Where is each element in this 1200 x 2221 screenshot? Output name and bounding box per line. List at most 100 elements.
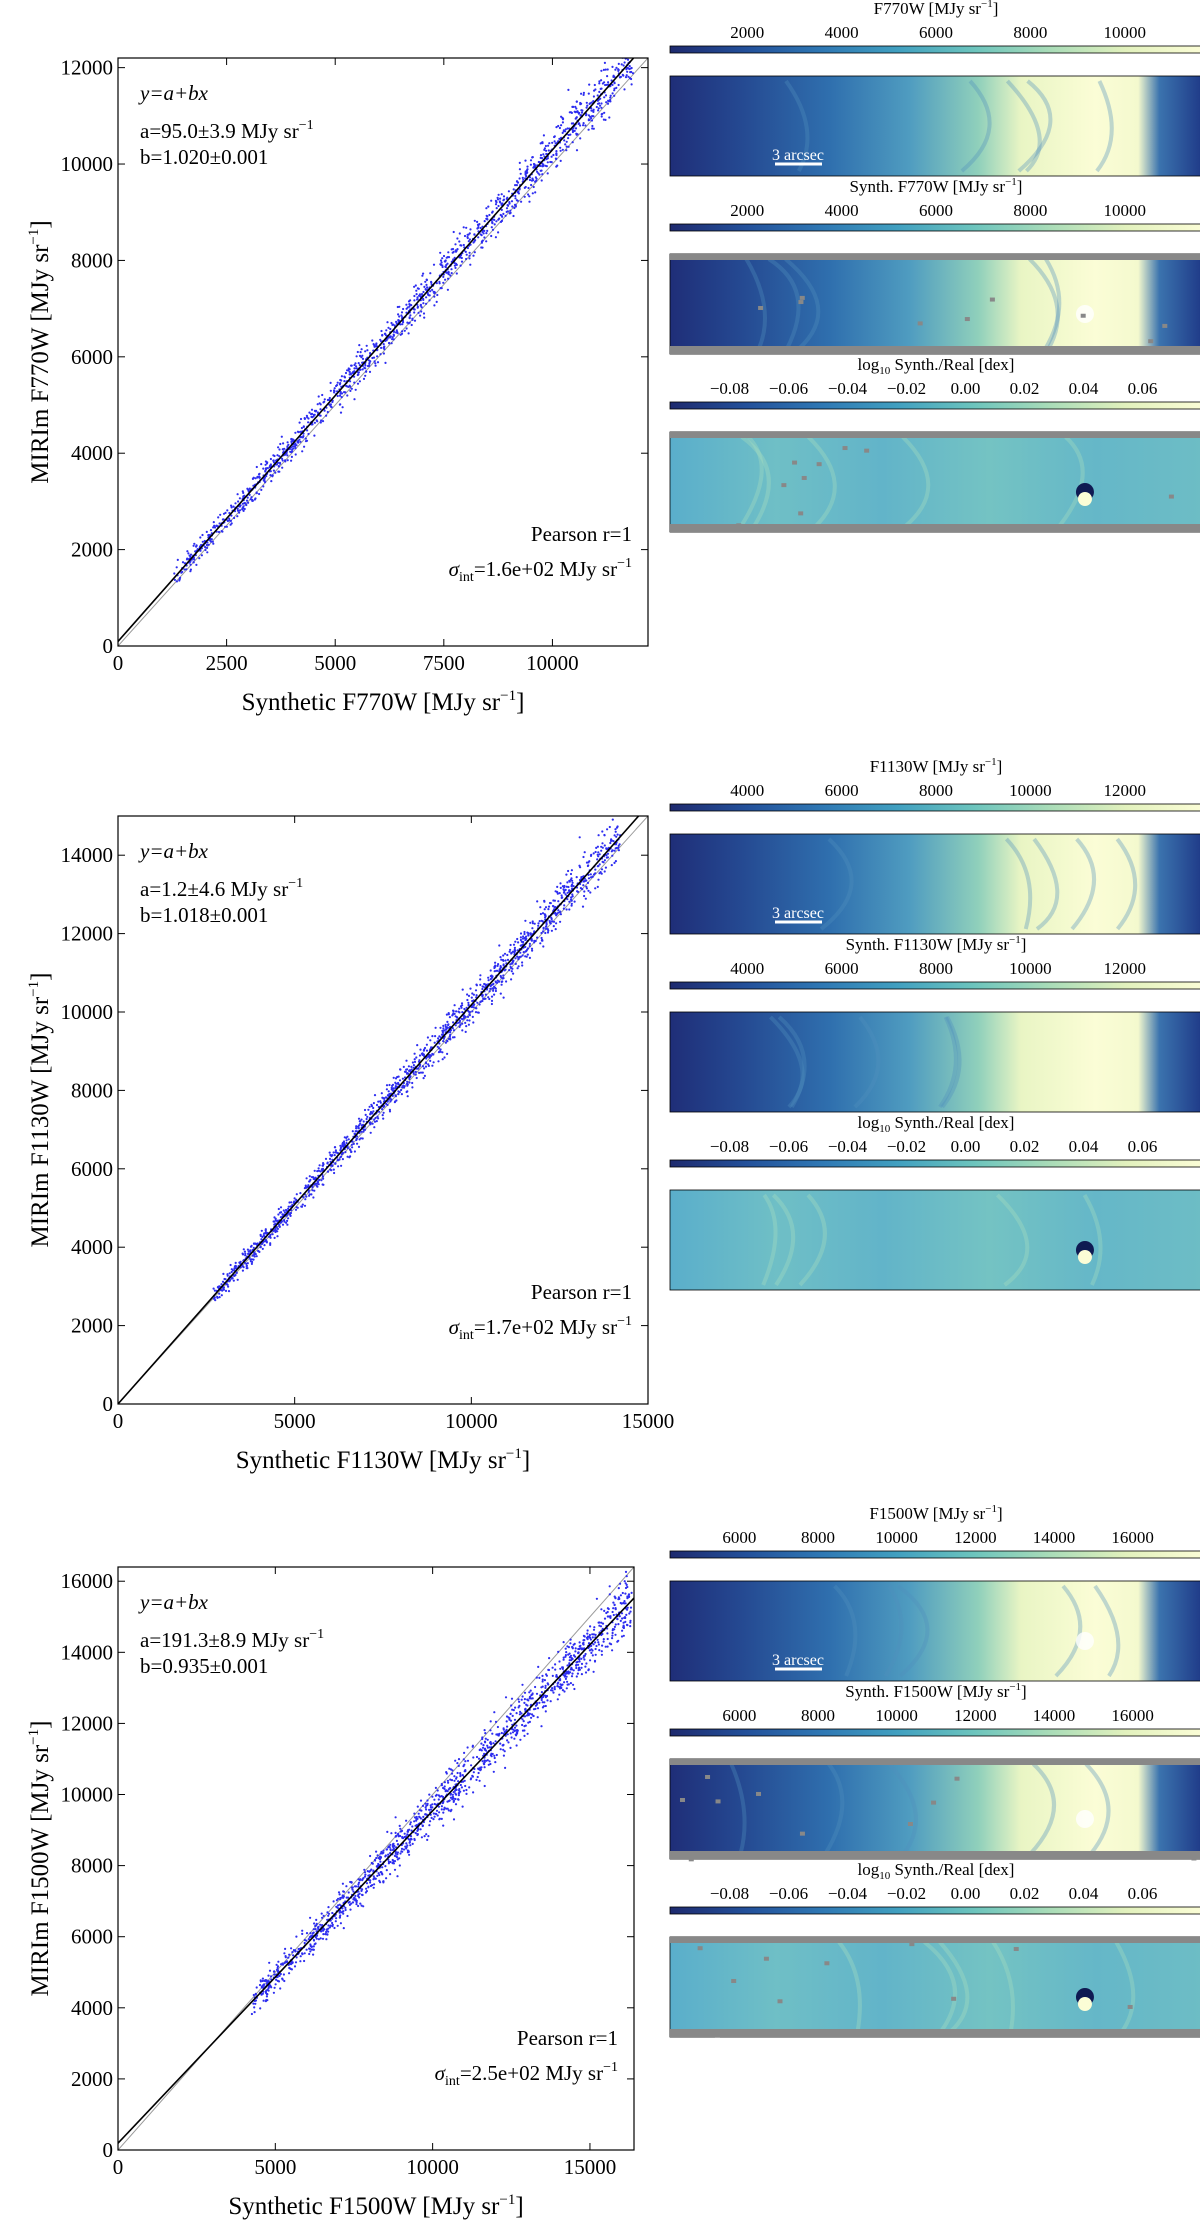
x-tick-label: 0 <box>113 651 124 675</box>
data-point <box>359 1902 362 1905</box>
data-point <box>401 1850 404 1853</box>
data-point <box>386 1103 389 1107</box>
data-point <box>253 2006 256 2009</box>
data-point <box>295 1193 298 1196</box>
data-point <box>605 83 609 86</box>
data-point <box>387 1090 390 1093</box>
map-structure <box>938 1940 970 2034</box>
data-point <box>448 1799 451 1802</box>
data-point <box>400 1847 404 1850</box>
data-point <box>570 1675 574 1678</box>
data-point <box>379 353 382 356</box>
data-point <box>565 145 568 148</box>
scatter-panel-f770w: 0 2500 5000 7500 100000200040006000800010000… <box>26 40 649 716</box>
data-point <box>514 1733 517 1736</box>
data-point <box>342 1896 345 1899</box>
data-point <box>417 311 420 314</box>
data-point <box>574 127 578 130</box>
data-point <box>498 217 501 220</box>
data-point <box>484 1737 487 1740</box>
data-point <box>310 413 313 416</box>
data-point <box>281 466 284 469</box>
data-point <box>380 340 383 343</box>
data-point <box>386 1830 389 1833</box>
data-point <box>542 930 545 933</box>
data-point <box>251 1260 254 1264</box>
map-structure <box>887 1762 918 1856</box>
data-point <box>438 1817 441 1820</box>
data-point <box>499 220 503 223</box>
data-point <box>350 1881 353 1884</box>
data-point <box>609 839 613 843</box>
map-structure <box>777 1015 807 1109</box>
data-point <box>412 1064 415 1067</box>
data-point <box>544 1686 547 1689</box>
data-point <box>282 1973 285 1976</box>
data-point <box>494 236 497 239</box>
data-point <box>615 835 618 838</box>
data-point <box>555 157 558 161</box>
data-point <box>502 996 505 999</box>
data-point <box>626 1606 629 1609</box>
data-point <box>421 1065 424 1068</box>
data-point <box>461 988 464 991</box>
data-point <box>422 1049 425 1052</box>
data-point <box>442 1037 445 1040</box>
data-point <box>431 288 434 291</box>
data-point <box>328 1151 331 1154</box>
data-point <box>446 1779 449 1782</box>
data-point <box>320 1179 323 1182</box>
data-point <box>225 1282 228 1285</box>
data-point <box>586 1632 589 1635</box>
data-point <box>510 1736 513 1739</box>
data-point <box>575 1675 578 1678</box>
data-point <box>618 843 621 846</box>
data-point <box>539 164 542 167</box>
data-point <box>625 1583 628 1586</box>
data-point <box>471 1775 474 1778</box>
data-point <box>517 965 520 968</box>
data-point <box>249 1250 252 1253</box>
data-point <box>277 446 280 449</box>
data-point <box>339 1898 342 1901</box>
data-point <box>619 1594 623 1597</box>
data-point <box>619 40 621 42</box>
data-point <box>273 1236 276 1239</box>
data-point <box>449 1810 452 1813</box>
data-point <box>274 1983 277 1986</box>
data-point <box>568 1659 571 1662</box>
y-tick-label: 8000 <box>71 1078 113 1102</box>
data-point <box>471 1010 474 1013</box>
data-point <box>494 961 497 964</box>
data-point <box>363 1128 367 1131</box>
fit-slope: b=1.020±0.001 <box>140 145 268 169</box>
data-point <box>501 958 505 962</box>
data-point <box>595 105 598 109</box>
x-tick-label: 10000 <box>406 2155 459 2179</box>
data-point <box>342 1890 345 1893</box>
data-point <box>247 1250 250 1253</box>
data-point <box>578 1647 581 1651</box>
data-point <box>440 261 443 264</box>
data-point <box>600 69 603 72</box>
data-point <box>449 1031 452 1034</box>
data-point <box>542 1705 546 1708</box>
data-point <box>548 142 551 145</box>
data-point <box>559 149 562 152</box>
map-structure <box>807 435 837 529</box>
data-point <box>468 1011 471 1014</box>
data-point <box>362 1130 365 1133</box>
data-point <box>452 250 455 253</box>
data-point <box>489 978 492 981</box>
data-point <box>588 1635 591 1638</box>
data-point <box>291 445 295 448</box>
data-point <box>592 1633 596 1636</box>
data-point <box>475 994 478 997</box>
data-point <box>489 987 492 991</box>
data-point <box>437 1047 441 1050</box>
data-point <box>308 1193 311 1196</box>
data-point <box>494 964 497 967</box>
data-point <box>585 101 588 104</box>
data-point <box>332 1168 335 1171</box>
data-point <box>483 1729 486 1732</box>
